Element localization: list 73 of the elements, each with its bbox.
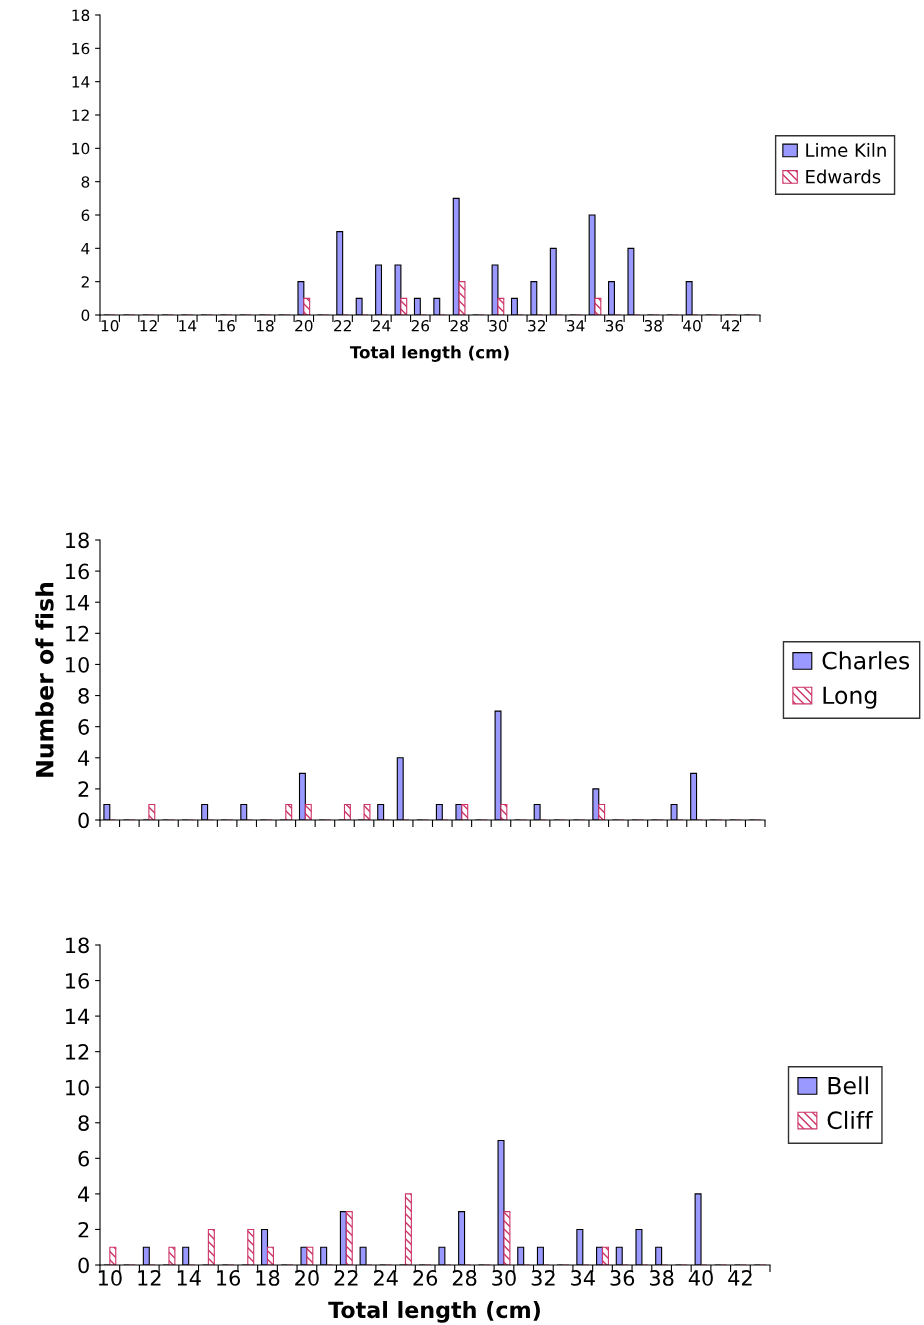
y-tick-label: 2 [81, 276, 89, 288]
y-tick-label: 4 [78, 1186, 90, 1202]
x-tick-label: 18 [256, 1270, 280, 1286]
x-tick-label: 38 [644, 319, 662, 332]
y-tick-label: 8 [78, 688, 89, 704]
y-tick-label: 14 [66, 1008, 90, 1025]
y-tick-label: 12 [72, 109, 89, 121]
x-tick-label: 32 [528, 319, 545, 332]
y-tick-label: 14 [66, 594, 90, 611]
y-tick-label: 16 [66, 563, 89, 580]
y-tick-label: 0 [78, 812, 89, 829]
x-tick-label: 20 [295, 1270, 319, 1286]
legend-label: Bell [828, 1076, 868, 1095]
legend-label: Long [823, 686, 877, 709]
y-tick-label: 18 [72, 9, 90, 22]
x-tick-label: 20 [295, 319, 313, 332]
x-tick-label: 24 [372, 319, 391, 332]
y-tick-label: 0 [81, 309, 90, 322]
x-tick-label: 40 [683, 319, 701, 332]
x-tick-label: 24 [374, 1270, 398, 1286]
y-tick-label: 16 [72, 42, 90, 55]
x-tick-label: 32 [531, 1270, 555, 1286]
x-tick-label: 34 [571, 1270, 595, 1286]
y-tick-label: 6 [78, 719, 89, 735]
y-tick-label: 8 [78, 1115, 89, 1131]
x-tick-label: 30 [492, 1270, 516, 1286]
x-tick-label: 42 [728, 1270, 752, 1286]
legend-label: Lime Kiln [806, 143, 886, 157]
x-axis-title: Total length (cm) [349, 345, 509, 362]
x-tick-label: 38 [649, 1270, 674, 1286]
y-tick-label: 0 [78, 1257, 89, 1274]
y-tick-label: 12 [66, 625, 89, 642]
y-tick-label: 10 [72, 142, 90, 155]
x-tick-label: 14 [179, 320, 197, 332]
x-tick-label: 16 [217, 1270, 241, 1286]
x-tick-label: 26 [411, 319, 430, 332]
x-tick-label: 14 [177, 1270, 201, 1286]
x-tick-label: 40 [688, 1270, 713, 1286]
x-tick-label: 22 [334, 1270, 358, 1286]
x-tick-label: 12 [140, 319, 157, 332]
x-tick-label: 36 [605, 319, 624, 332]
x-axis-title: Total length (cm) [328, 1301, 540, 1323]
x-tick-label: 34 [567, 319, 585, 332]
legend-label: Charles [822, 651, 910, 670]
x-tick-label: 30 [489, 319, 507, 332]
y-tick-label: 2 [78, 1221, 89, 1238]
x-tick-label: 12 [138, 1270, 161, 1286]
x-tick-label: 10 [101, 319, 119, 332]
y-tick-label: 2 [78, 781, 89, 797]
y-tick-label: 18 [66, 532, 89, 549]
y-tick-label: 10 [66, 656, 89, 673]
y-tick-label: 4 [78, 750, 90, 766]
y-tick-label: 10 [66, 1079, 89, 1096]
legend-label: Cliff [827, 1110, 873, 1130]
y-tick-label: 6 [78, 1150, 89, 1167]
x-tick-label: 28 [452, 1270, 477, 1286]
x-tick-label: 22 [334, 319, 351, 332]
x-tick-label: 28 [450, 319, 468, 332]
y-tick-label: 6 [81, 209, 90, 222]
y-tick-label: 4 [81, 243, 90, 255]
x-tick-label: 16 [218, 319, 235, 332]
y-tick-label: 8 [81, 176, 90, 188]
x-tick-label: 10 [98, 1270, 122, 1286]
y-tick-label: 14 [72, 76, 90, 88]
y-tick-label: 18 [66, 937, 89, 954]
x-tick-label: 42 [721, 319, 740, 332]
y-axis-title: Number of fish [35, 582, 54, 777]
x-tick-label: 18 [256, 319, 274, 332]
y-tick-label: 12 [66, 1044, 89, 1060]
y-tick-label: 16 [66, 973, 89, 989]
x-tick-label: 26 [413, 1270, 438, 1286]
legend-label: Edwards [806, 169, 881, 184]
x-tick-label: 36 [610, 1270, 635, 1286]
